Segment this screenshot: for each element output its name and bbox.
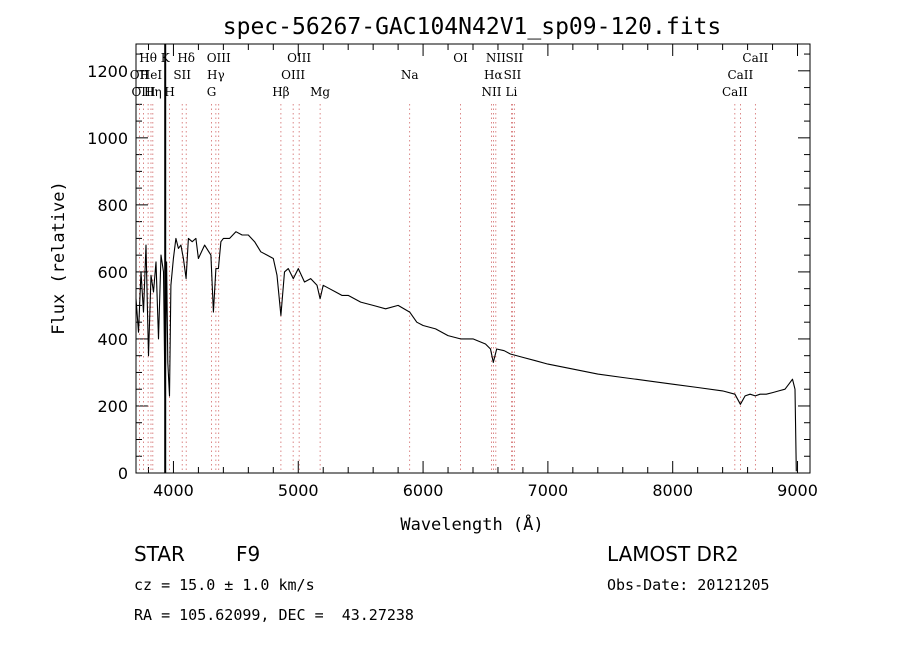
y-tick-label: 0 [118, 464, 128, 483]
y-axis-label: Flux (relative) [49, 181, 69, 335]
spectral-line-label: OI [453, 51, 468, 65]
spectral-line-label: H [164, 85, 174, 99]
spectral-line-label: Mg [310, 85, 330, 99]
spectral-line-label: HeI [140, 68, 163, 82]
y-tick-label: 200 [97, 397, 128, 416]
spectral-line-label: SII [505, 51, 523, 65]
spectral-line-label: CaII [722, 85, 748, 99]
y-tick-label: 1200 [87, 62, 128, 81]
spectral-line-label: Hα [484, 68, 503, 82]
y-tick-label: 1000 [87, 129, 128, 148]
spectral-line-label: OII [130, 68, 150, 82]
obs-date: Obs-Date: 20121205 [607, 576, 770, 594]
spectral-line-label: OIII [131, 85, 155, 99]
spectral-line-label: NII [486, 51, 506, 65]
x-tick-label: 7000 [528, 481, 569, 500]
spectral-line-label: Hθ [139, 51, 157, 65]
spectral-line-label: Hδ [177, 51, 195, 65]
spectral-line-label: NII [481, 85, 501, 99]
spectral-line-markers: HθOIIOIIIHeIHηKSIIHHδOIIIHγGHβOIIIOIIIMg… [130, 44, 768, 473]
spectral-line-label: Li [506, 85, 518, 99]
spectral-line-label: CaII [727, 68, 753, 82]
x-tick-label: 6000 [403, 481, 444, 500]
subclass: F9 [236, 542, 261, 566]
spectral-line-label: OIII [281, 68, 305, 82]
spectral-line-label: CaII [742, 51, 768, 65]
y-tick-label: 400 [97, 330, 128, 349]
spectrum-series [135, 231, 797, 472]
axes: 4000 5000 6000 7000 8000 9000 0 200 400 600 800 100… [87, 43, 818, 500]
redshift-cz: cz = 15.0 ± 1.0 km/s [134, 576, 315, 594]
x-tick-label: 5000 [278, 481, 319, 500]
spectral-line-label: SII [504, 68, 522, 82]
x-tick-label: 4000 [153, 481, 194, 500]
x-tick-label: 9000 [777, 481, 818, 500]
spectral-line-label: SII [173, 68, 191, 82]
spectrum-line [135, 231, 797, 472]
spectral-line-label: G [207, 85, 217, 99]
survey-name: LAMOST DR2 [607, 542, 739, 566]
plot-frame [135, 43, 811, 474]
chart-title: spec-56267-GAC104N42V1_sp09-120.fits [223, 14, 722, 40]
x-tick-label: 8000 [652, 481, 693, 500]
object-class: STAR [134, 542, 185, 566]
spectral-line-label: OIII [287, 51, 311, 65]
spectral-line-label: Hγ [207, 68, 225, 82]
spectral-line-label: Hβ [272, 85, 289, 99]
y-tick-label: 600 [97, 263, 128, 282]
spectral-line-label: OIII [207, 51, 231, 65]
x-axis-label: Wavelength (Å) [400, 513, 543, 535]
spectral-line-label: Hη [144, 85, 162, 99]
y-tick-label: 800 [97, 196, 128, 215]
coordinates: RA = 105.62099, DEC = 43.27238 [134, 606, 414, 624]
spectral-line-label: Na [401, 68, 419, 82]
